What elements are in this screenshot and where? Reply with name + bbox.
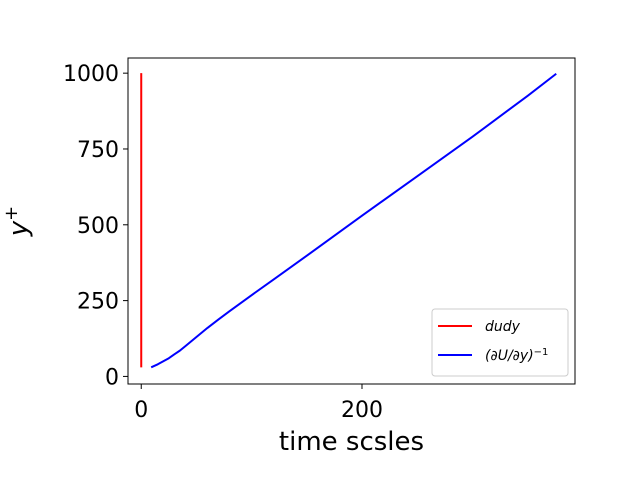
x-axis-ticks: 0 200	[134, 384, 383, 423]
plot-area-frame	[127, 57, 576, 385]
legend-entry-inverse-gradient: (∂U/∂y)−1	[485, 347, 548, 365]
y-tick-label: 0	[105, 365, 119, 390]
y-axis-label-sup: +	[1, 206, 22, 221]
legend-entry-dudy: dudy	[485, 319, 521, 335]
y-tick-label: 750	[77, 138, 119, 163]
series-line-1	[150, 72, 557, 369]
x-tick-label: 200	[341, 398, 383, 423]
y-tick-label: 500	[77, 214, 119, 239]
series-lines	[140, 72, 557, 369]
x-tick-label: 0	[134, 398, 148, 423]
y-axis-label-base: y	[4, 220, 34, 237]
legend-entry-inverse-gradient-label: (∂U/∂y)	[485, 348, 534, 364]
legend-entry-inverse-gradient-sup: −1	[534, 347, 549, 358]
legend: dudy (∂U/∂y)−1	[431, 308, 569, 377]
x-axis-label: time scsles	[279, 427, 424, 457]
y-tick-label: 1000	[63, 62, 119, 87]
y-axis-label: y+	[1, 206, 35, 237]
y-axis-ticks: 0 250 500 750 1000	[63, 62, 128, 390]
y-tick-label: 250	[77, 290, 119, 315]
legend-entry-dudy-label: dudy	[485, 319, 521, 335]
